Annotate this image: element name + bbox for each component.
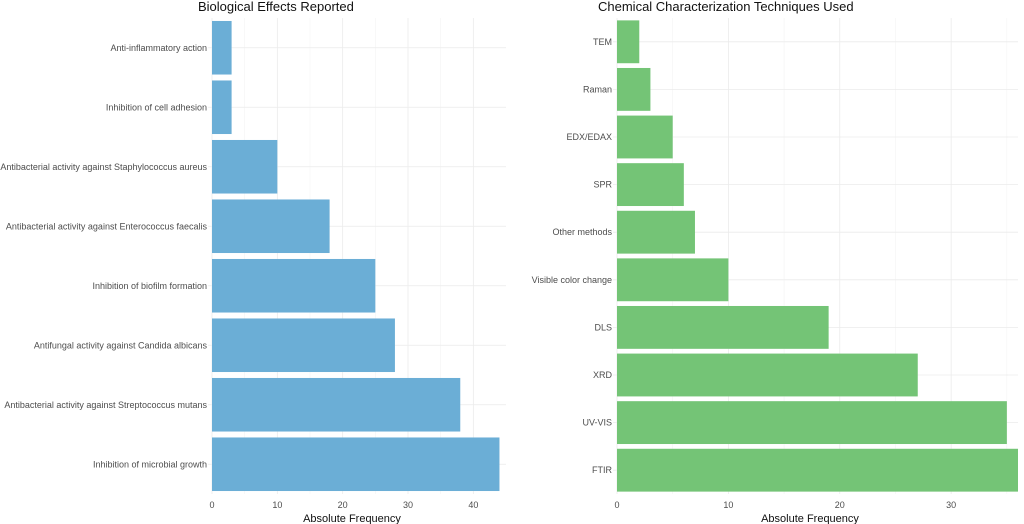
category-label: XRD xyxy=(593,370,613,380)
tick-label: 30 xyxy=(946,500,956,510)
bar-chemical xyxy=(617,448,1018,492)
bar-chemical xyxy=(617,210,695,254)
bar-chemical xyxy=(617,115,673,159)
bar-biological xyxy=(212,80,232,135)
tick-label: 0 xyxy=(614,500,619,510)
bars-chemical xyxy=(617,20,1018,492)
category-labels-chemical: TEM Raman EDX/EDAX SPR Other methods Visible … xyxy=(532,37,613,475)
category-label: Anti-inflammatory action xyxy=(110,43,207,53)
category-label: Inhibition of biofilm formation xyxy=(92,281,207,291)
bar-biological xyxy=(212,258,376,313)
category-label: TEM xyxy=(593,37,612,47)
bar-biological xyxy=(212,139,278,194)
x-axis-title-biological: Absolute Frequency xyxy=(303,513,401,524)
category-label: Antifungal activity against Candida albi… xyxy=(34,340,208,350)
chemical-techniques-chart: Chemical Characterization Techniques Use… xyxy=(532,0,1018,524)
chart-title-chemical: Chemical Characterization Techniques Use… xyxy=(598,0,854,14)
tick-labels-biological: 0 10 20 30 40 xyxy=(209,500,478,510)
category-label: Inhibition of microbial growth xyxy=(93,459,207,469)
x-axis-title-chemical: Absolute Frequency xyxy=(761,513,859,524)
category-label: Inhibition of cell adhesion xyxy=(106,102,207,112)
category-label: Other methods xyxy=(552,227,612,237)
bar-biological xyxy=(212,318,395,373)
category-label: Antibacterial activity against Streptoco… xyxy=(4,400,207,410)
bar-biological xyxy=(212,199,330,254)
category-label: DLS xyxy=(594,322,612,332)
category-label: FTIR xyxy=(592,465,612,475)
bar-chemical xyxy=(617,258,729,302)
tick-label: 0 xyxy=(209,500,214,510)
tick-label: 40 xyxy=(468,500,478,510)
tick-label: 20 xyxy=(835,500,845,510)
tick-label: 10 xyxy=(723,500,733,510)
bar-chemical xyxy=(617,305,829,349)
bar-biological xyxy=(212,20,232,75)
category-labels-biological: Anti-inflammatory action Inhibition of ce… xyxy=(0,43,207,470)
tick-label: 30 xyxy=(403,500,413,510)
bar-chemical xyxy=(617,353,918,397)
bar-chemical xyxy=(617,163,684,207)
category-label: UV-VIS xyxy=(582,418,612,428)
bar-chemical xyxy=(617,401,1007,445)
bars-biological xyxy=(212,20,500,492)
bar-biological xyxy=(212,437,500,492)
category-label: SPR xyxy=(593,180,612,190)
tick-label: 20 xyxy=(338,500,348,510)
category-label: Antibacterial activity against Staphyloc… xyxy=(0,162,207,172)
bar-chemical xyxy=(617,20,640,64)
chart-title-biological: Biological Effects Reported xyxy=(198,0,354,14)
tick-label: 10 xyxy=(272,500,282,510)
biological-effects-chart: Biological Effects Reported Anti-inflamm… xyxy=(0,0,506,524)
category-label: Visible color change xyxy=(532,275,612,285)
category-label: EDX/EDAX xyxy=(566,132,612,142)
bar-biological xyxy=(212,377,461,432)
tick-labels-chemical: 0 10 20 30 xyxy=(614,500,956,510)
category-label: Raman xyxy=(583,84,612,94)
bar-chemical xyxy=(617,67,651,111)
category-label: Antibacterial activity against Enterococ… xyxy=(6,221,208,231)
